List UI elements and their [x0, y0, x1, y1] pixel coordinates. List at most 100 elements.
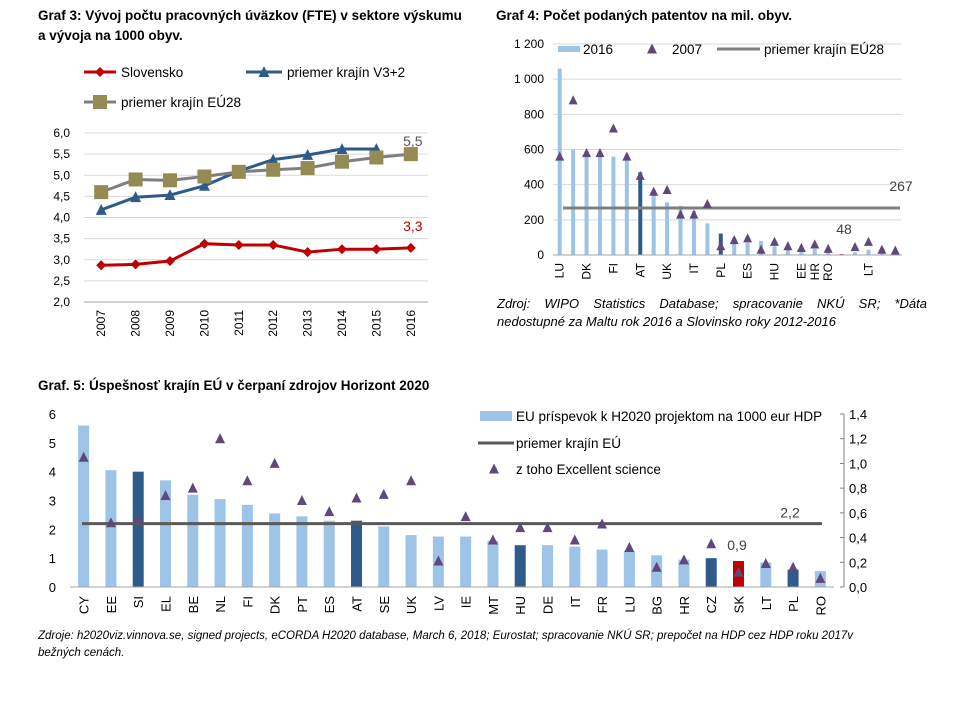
graf5-point-excellent	[569, 534, 580, 545]
graf5-bar	[269, 513, 281, 587]
graf3-xtick-label: 2007	[94, 310, 108, 337]
graf5-label-sk: 0,9	[727, 537, 747, 553]
graf5-xtick-label: NL	[213, 596, 228, 613]
graf5-point-excellent	[760, 558, 771, 569]
graf4-ytick-label: 400	[524, 178, 544, 192]
graf5-y2tick-label: 0,8	[849, 481, 867, 496]
graf4-xtick-label: PL	[714, 263, 728, 278]
graf5-xtick-label: DK	[268, 596, 283, 614]
graf5-bar	[596, 549, 608, 587]
graf4-ytick-label: 200	[524, 213, 544, 227]
graf4-point-2007	[729, 235, 739, 245]
graf5-xtick-label: HU	[513, 596, 528, 615]
graf5-bar	[542, 545, 553, 587]
graf5-bar	[787, 569, 799, 587]
graf5-point-excellent	[160, 490, 171, 501]
graf4-point-2007	[676, 209, 686, 219]
graf5-xtick-label: IT	[568, 596, 583, 608]
graf4-point-2007	[689, 209, 699, 219]
graf5-bar	[351, 520, 362, 587]
graf5-bar	[623, 550, 635, 587]
graf5-bar	[105, 470, 117, 587]
graf3-point-v3	[198, 179, 210, 191]
graf3-title-line2: a vývoja na 1000 obyv.	[38, 28, 183, 43]
graf5-bar	[514, 545, 526, 587]
graf3-point-eu28	[163, 173, 177, 188]
graf4-bar	[665, 202, 670, 255]
graf3-point-slovensko	[130, 259, 141, 270]
graf5-xtick-label: PT	[295, 596, 310, 613]
graf4-xtick-label: IT	[687, 262, 701, 273]
graf3-point-v3	[164, 189, 176, 201]
graf4-point-2007	[756, 244, 766, 254]
graf5-y2tick-label: 0,2	[849, 555, 867, 570]
graf3-point-slovensko	[371, 244, 382, 255]
graf3-legend-marker-v3	[258, 66, 270, 77]
graf5-point-excellent	[296, 495, 307, 505]
graf3-point-v3	[95, 203, 107, 215]
graf4-point-2007	[568, 95, 578, 105]
graf3-xtick-label: 2008	[129, 310, 143, 337]
graf5-y2tick-label: 0,0	[849, 580, 867, 595]
graf5-bar	[760, 562, 772, 587]
graf4-legend-label-2007: 2007	[672, 42, 702, 57]
graf5-point-excellent	[651, 561, 662, 572]
graf3-ytick-label: 4,5	[53, 189, 70, 203]
graf5-ytick-label: 4	[49, 465, 56, 480]
graf4-ytick-label: 800	[524, 107, 544, 121]
graf4-point-2007	[635, 170, 645, 180]
graf4-bar	[812, 248, 817, 255]
graf4-bar	[705, 223, 710, 255]
graf4-bar	[745, 242, 750, 255]
graf5-point-excellent	[433, 555, 444, 566]
graf5-reference-label: 2,2	[780, 505, 800, 521]
graf4-legend-label-eu: priemer krajín EÚ28	[764, 42, 884, 57]
graf4-xtick-label: HR	[808, 263, 822, 281]
graf3-xtick-label: 2010	[197, 310, 211, 337]
graf5-xtick-label: LU	[622, 596, 637, 613]
graf4-source: Zdroj: WIPO Statistics Database; spracov…	[497, 295, 927, 331]
graf4-xtick-label: LU	[553, 263, 567, 278]
graf4-legend-marker-2016	[558, 46, 580, 52]
graf5-legend-label-excellent: z toho Excellent science	[516, 462, 661, 477]
graf3-legend-label-v3: priemer krajín V3+2	[287, 65, 405, 80]
graf5-point-excellent	[706, 538, 717, 549]
graf5-y2tick-label: 1,0	[849, 456, 867, 471]
graf5-xtick-label: ES	[322, 596, 337, 614]
graf5-bar	[705, 558, 717, 587]
graf5-legend-label-bars: EU príspevok k H2020 projektom na 1000 e…	[516, 409, 822, 424]
graf4-point-2007	[595, 147, 605, 158]
graf4-bar	[678, 205, 683, 255]
graf4-point-2007	[863, 236, 873, 246]
graf3-point-eu28	[231, 164, 246, 179]
graf5-y2tick-label: 0,4	[849, 531, 867, 546]
graf5-xtick-label: FI	[240, 596, 255, 608]
graf4-point-2007	[783, 241, 793, 251]
graf5-xtick-label: EL	[159, 596, 174, 612]
graf5-point-excellent	[678, 554, 689, 565]
graf5-point-excellent	[460, 511, 471, 522]
graf4-xtick-label: EE	[794, 263, 808, 279]
graf3-point-slovensko	[302, 247, 313, 258]
graf5-bar	[487, 540, 499, 587]
graf5-xtick-label: SE	[377, 596, 392, 614]
graf5-source: Zdroje: h2020viz.vinnova.se, signed proj…	[38, 628, 938, 662]
graf3-point-slovensko	[96, 260, 107, 271]
graf5-bar	[132, 471, 144, 587]
graf4-bar	[853, 252, 858, 255]
graf4-xtick-label: AT	[633, 262, 647, 277]
graf4-point-2007	[743, 233, 753, 243]
graf4-point-2007	[622, 151, 632, 161]
graf5-ytick-label: 2	[49, 522, 56, 537]
graf3-ytick-label: 3,0	[53, 253, 70, 267]
graf5-legend-label-ref: priemer krajín EÚ	[516, 436, 621, 451]
graf5-xtick-label: PL	[786, 596, 801, 612]
graf5-ytick-label: 6	[49, 407, 56, 422]
graf3-series-line	[101, 242, 411, 267]
graf4-point-2007	[716, 241, 726, 251]
graf4-xtick-label: HU	[767, 263, 781, 280]
graf4-label-sk: 48	[836, 221, 852, 237]
graf4-point-2007	[662, 184, 672, 194]
graf3-ytick-label: 6,0	[53, 126, 70, 140]
graf5-point-excellent	[78, 451, 89, 462]
